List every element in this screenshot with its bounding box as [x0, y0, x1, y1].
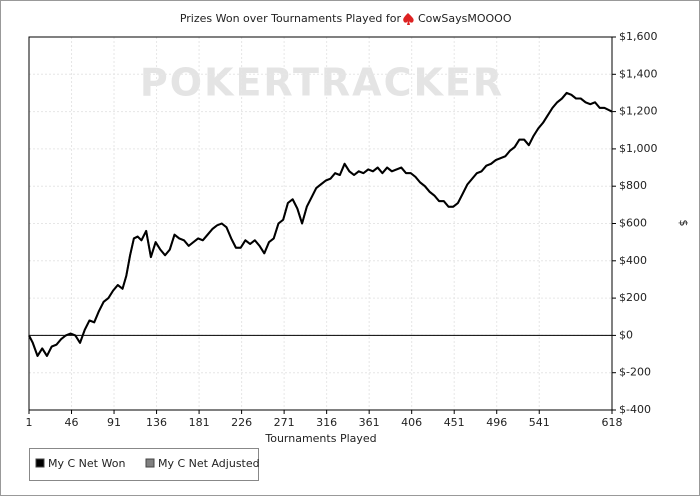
x-tick-label: 271 [274, 416, 295, 429]
series-line [28, 91, 613, 357]
x-tick-label: 316 [316, 416, 337, 429]
y-tick-label: $1,000 [619, 142, 658, 155]
legend-swatch [35, 458, 45, 468]
x-tick-label: 618 [602, 416, 623, 429]
x-tick-label: 541 [529, 416, 550, 429]
player-name: CowSaysMOOOO [418, 12, 512, 25]
legend-label: My C Net Adjusted [158, 457, 260, 470]
x-tick-label: 1 [26, 416, 33, 429]
legend-swatch [145, 458, 155, 468]
x-tick-label: 46 [65, 416, 79, 429]
x-tick-label: 181 [189, 416, 210, 429]
y-tick-label: $0 [619, 328, 633, 341]
y-tick-label: $-400 [619, 403, 651, 416]
x-tick-label: 91 [107, 416, 121, 429]
x-tick-label: 136 [146, 416, 167, 429]
y-tick-label: $1,400 [619, 67, 658, 80]
x-tick-label: 451 [444, 416, 465, 429]
legend-box [29, 448, 259, 481]
x-tick-label: 226 [231, 416, 252, 429]
watermark: POKERTRACKER [140, 61, 504, 105]
x-axis-label: Tournaments Played [264, 432, 376, 445]
spade-icon [403, 13, 414, 25]
chart-title: Prizes Won over Tournaments Played for [180, 12, 402, 25]
y-axis-label: $ [677, 220, 690, 227]
x-tick-label: 406 [401, 416, 422, 429]
y-tick-label: $1,600 [619, 30, 658, 43]
y-tick-label: $800 [619, 179, 647, 192]
y-tick-label: $400 [619, 254, 647, 267]
y-tick-label: $-200 [619, 366, 651, 379]
x-tick-label: 496 [486, 416, 507, 429]
y-tick-label: $200 [619, 291, 647, 304]
x-tick-label: 361 [359, 416, 380, 429]
y-tick-label: $600 [619, 217, 647, 230]
y-tick-label: $1,200 [619, 105, 658, 118]
legend-label: My C Net Won [48, 457, 125, 470]
plot-border [28, 36, 613, 411]
